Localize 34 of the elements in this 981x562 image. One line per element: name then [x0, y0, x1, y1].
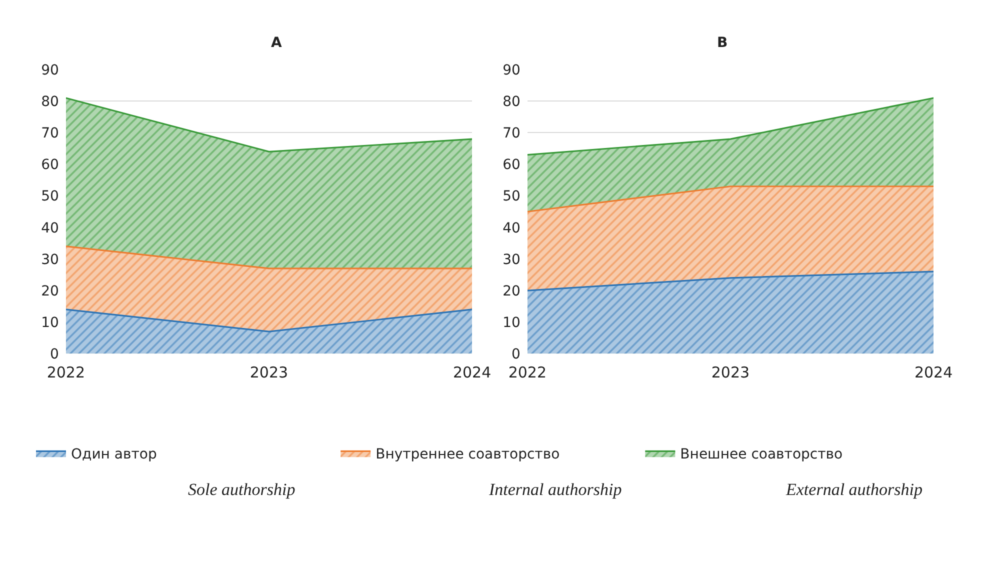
y-tick-label: 70 [41, 126, 59, 142]
x-tick-label: 2024 [914, 364, 953, 382]
text: External authorship [785, 480, 922, 499]
text: Sole authorship [188, 480, 296, 499]
y-tick-label: 0 [512, 346, 520, 363]
y-tick-label: 40 [502, 220, 520, 236]
x-tick-label: 2023 [711, 364, 750, 382]
y-tick-label: 20 [41, 283, 59, 300]
chart-title: B [717, 35, 728, 51]
y-tick-label: 20 [502, 283, 520, 300]
y-tick-label: 50 [41, 188, 59, 205]
y-tick-label: 50 [502, 188, 520, 205]
y-tick-label: 10 [41, 314, 59, 331]
y-tick-label: 0 [50, 346, 59, 363]
y-tick-label: 60 [41, 157, 59, 174]
y-tick-label: 30 [41, 252, 59, 268]
y-tick-label: 10 [502, 314, 520, 331]
y-tick-label: 90 [41, 62, 59, 78]
text: Internal authorship [488, 480, 622, 499]
legend-label: Внутреннее соавторство [376, 446, 560, 463]
y-tick-label: 60 [502, 157, 520, 174]
x-tick-label: 2022 [508, 364, 547, 382]
y-tick-label: 70 [502, 126, 520, 142]
y-tick-label: 80 [41, 94, 59, 110]
y-tick-label: 80 [502, 94, 520, 110]
legend-label: Один автор [71, 446, 157, 463]
x-tick-label: 2024 [452, 364, 492, 382]
chart-title: A [271, 35, 282, 51]
x-tick-label: 2023 [250, 364, 288, 382]
x-tick-label: 2022 [46, 364, 86, 382]
legend-label: Внешнее соавторство [680, 446, 843, 463]
y-tick-label: 40 [41, 220, 59, 236]
y-tick-label: 90 [502, 62, 520, 78]
y-tick-label: 30 [502, 252, 520, 268]
